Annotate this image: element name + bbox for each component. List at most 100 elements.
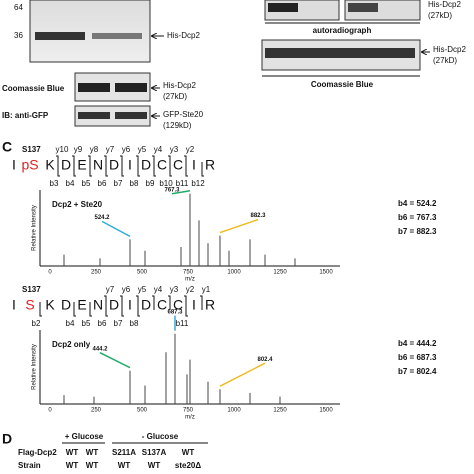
peak-arrow [101, 220, 131, 238]
residue: R [205, 157, 215, 173]
x-axis-label: m/z [185, 277, 195, 283]
y-ion: y6 [122, 145, 131, 154]
residue: D [141, 297, 151, 313]
x-tick-label: 500 [137, 408, 148, 414]
x-tick-label: 750 [183, 408, 194, 414]
marker: 64 [14, 3, 23, 12]
residue: E [77, 157, 86, 173]
blot [29, 0, 151, 63]
label: (129kD) [163, 121, 192, 130]
label: Coomassie Blue [2, 84, 65, 93]
x-tick-label: 500 [137, 270, 148, 276]
y-ion: y9 [74, 145, 83, 154]
peak-arrow [219, 218, 259, 234]
residue: I [192, 157, 196, 173]
annotation: b6 = 767.3 [398, 213, 437, 222]
b-ion: b3 [50, 179, 59, 188]
cell: WT [86, 448, 99, 457]
label: Strain [18, 461, 41, 470]
bracket [57, 162, 60, 177]
bracket [105, 302, 108, 317]
annotation: b7 = 882.3 [398, 227, 437, 236]
b-ion: b5 [82, 179, 91, 188]
b-ion: b7 [114, 179, 123, 188]
residue: R [205, 297, 215, 313]
label: (27kD) [433, 56, 457, 65]
y-ion: y5 [138, 285, 147, 294]
y-ion: y4 [154, 285, 163, 294]
residue: D [109, 157, 119, 173]
peak-arrow [99, 352, 131, 369]
residue: I [12, 297, 16, 313]
b-ion: b9 [146, 179, 155, 188]
label: His-Dcp2 [167, 31, 200, 40]
y-ion: y6 [122, 285, 131, 294]
site: S137 [22, 145, 41, 154]
band [35, 32, 85, 40]
bracket [185, 302, 188, 317]
residue: N [93, 297, 103, 313]
annotation: b7 = 802.4 [398, 367, 437, 376]
b-ion: b4 [66, 179, 75, 188]
y-axis-label: Relative Intensity [32, 344, 38, 390]
x-tick-label: 1500 [319, 270, 333, 276]
cell: WT [66, 461, 79, 470]
y-ion: y7 [106, 145, 115, 154]
b-ion: b8 [130, 179, 139, 188]
y-ion: y2 [186, 285, 195, 294]
residue: K [45, 157, 55, 173]
x-tick-label: 250 [91, 408, 102, 414]
band [268, 3, 298, 12]
bracket [105, 162, 108, 177]
site: S137 [22, 285, 41, 294]
label: (27kD) [428, 11, 452, 20]
label: IB: anti-GFP [2, 111, 49, 120]
x-tick-label: 1250 [273, 408, 287, 414]
x-tick-label: 0 [48, 270, 52, 276]
x-tick-label: 0 [48, 408, 52, 414]
cell: WT [148, 461, 161, 470]
residue: C [157, 297, 167, 313]
cell: WT [86, 461, 99, 470]
band [115, 112, 147, 119]
residue: C [157, 157, 167, 173]
residue: I [128, 297, 132, 313]
annotation: b4 = 524.2 [398, 199, 437, 208]
cell: WT [182, 448, 195, 457]
y-ion: y8 [90, 145, 99, 154]
residue: I [128, 157, 132, 173]
bracket [168, 295, 171, 310]
label: GFP-Ste20 [163, 110, 204, 119]
label: Flag-Dcp2 [18, 448, 57, 457]
bracket [169, 162, 172, 177]
marker: 36 [14, 31, 23, 40]
y-ion: y1 [202, 285, 211, 294]
b-ion: b7 [114, 319, 123, 328]
b-ion: b5 [82, 319, 91, 328]
residue: I [192, 297, 196, 313]
x-tick-label: 1500 [319, 408, 333, 414]
b-ion: b6 [98, 179, 107, 188]
residue: E [77, 297, 86, 313]
bracket [137, 162, 140, 177]
y-ion: y3 [170, 145, 179, 154]
panel-letter: D [2, 431, 12, 447]
b-ion: b12 [191, 179, 205, 188]
bracket [73, 302, 76, 317]
y-ion: y3 [170, 285, 179, 294]
x-tick-label: 1000 [227, 408, 241, 414]
bracket [39, 302, 42, 317]
y-ion: y2 [186, 145, 195, 154]
band [92, 33, 142, 39]
residue: D [109, 297, 119, 313]
label: + Glucose [65, 432, 104, 441]
b-ion: b2 [32, 319, 41, 328]
y-ion: y7 [106, 285, 115, 294]
band [348, 3, 378, 12]
b-ion: b6 [98, 319, 107, 328]
b-ion: b8 [130, 319, 139, 328]
bracket [152, 295, 155, 310]
band [115, 83, 147, 92]
cell: S137A [142, 448, 167, 457]
